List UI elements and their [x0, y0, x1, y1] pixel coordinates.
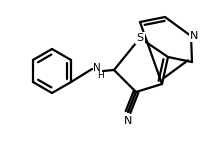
Text: N: N	[124, 116, 132, 126]
Text: H: H	[97, 72, 103, 81]
Text: S: S	[136, 33, 144, 43]
Text: N: N	[93, 63, 101, 73]
Text: N: N	[190, 31, 198, 41]
